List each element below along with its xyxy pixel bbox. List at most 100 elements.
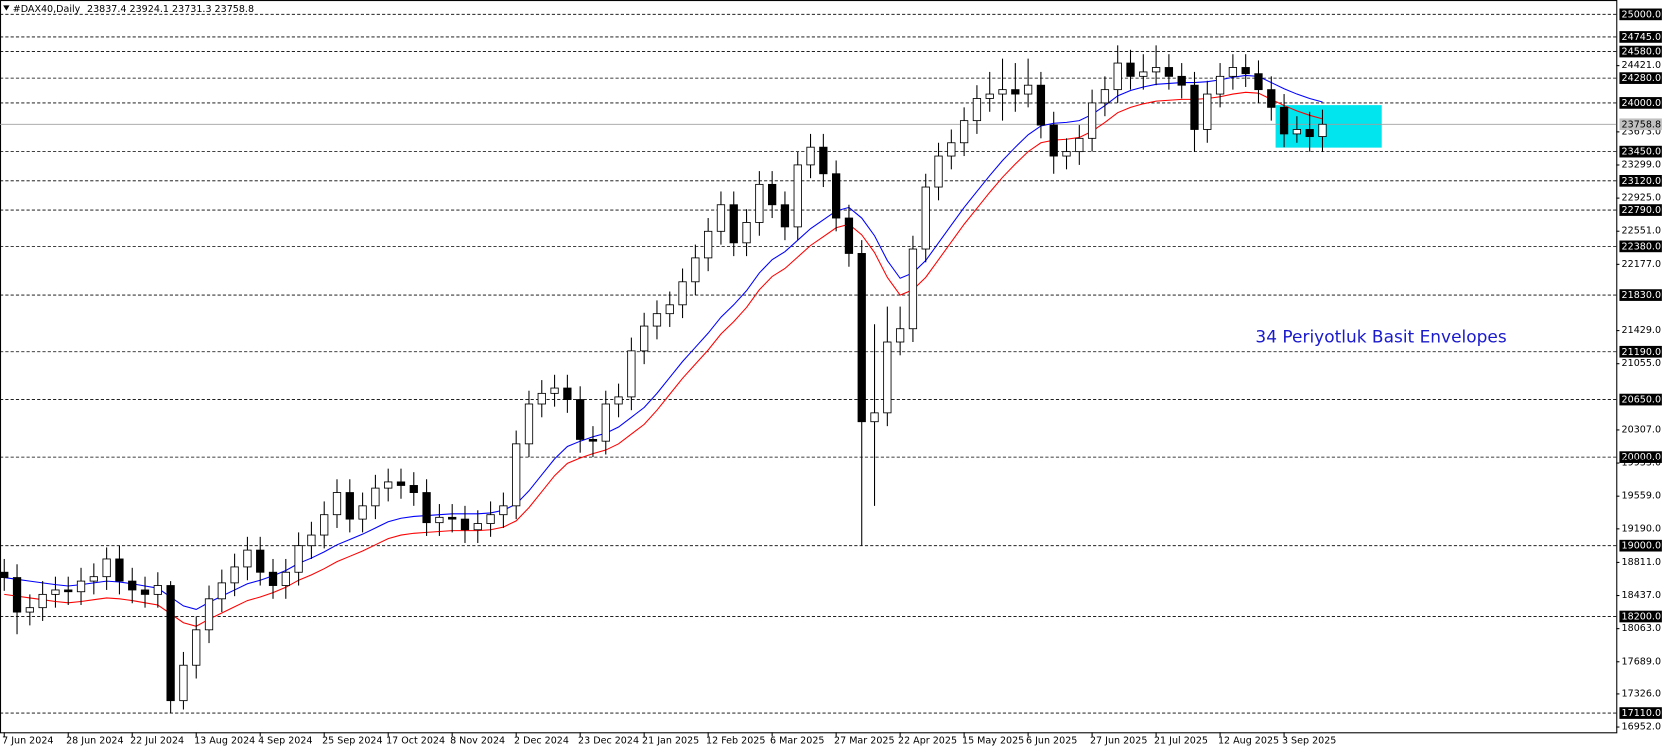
level-label-box bbox=[1619, 31, 1662, 43]
level-label: 25000.0 bbox=[1622, 9, 1661, 20]
candle-body bbox=[1267, 89, 1276, 108]
x-tick-label: 6 Mar 2025 bbox=[770, 735, 824, 746]
level-label: 24000.0 bbox=[1622, 98, 1661, 109]
candle-body bbox=[1151, 67, 1161, 73]
candle-body bbox=[1164, 67, 1174, 77]
y-tick-label: 20307.0 bbox=[1622, 424, 1661, 435]
x-tick-label: 7 Jun 2024 bbox=[2, 735, 53, 746]
candle-body bbox=[755, 183, 764, 223]
candle-body bbox=[665, 304, 674, 315]
level-label: 20650.0 bbox=[1622, 395, 1661, 406]
candle-body bbox=[563, 387, 572, 400]
candle-body bbox=[192, 629, 201, 666]
candle-body bbox=[153, 585, 162, 595]
candle-body bbox=[204, 598, 214, 631]
candle-body bbox=[704, 230, 713, 259]
candle-body bbox=[230, 566, 239, 584]
level-label-box bbox=[1619, 707, 1662, 719]
candle-body bbox=[1113, 62, 1122, 91]
x-tick-label: 25 Sep 2024 bbox=[322, 735, 383, 746]
candle-body bbox=[12, 577, 22, 613]
y-tick-label: 17326.0 bbox=[1622, 688, 1661, 699]
y-tick-label: 22177.0 bbox=[1622, 259, 1661, 270]
candle-body bbox=[332, 492, 342, 516]
candle-body bbox=[1023, 84, 1033, 95]
candle-body bbox=[512, 443, 521, 507]
candle-body bbox=[294, 545, 303, 573]
candle-body bbox=[716, 204, 726, 232]
level-label-box bbox=[1619, 451, 1662, 463]
candle-body bbox=[307, 534, 316, 547]
current-price-label: 23758.8 bbox=[1622, 119, 1661, 130]
candle-body bbox=[832, 173, 841, 219]
x-tick-label: 8 Nov 2024 bbox=[450, 735, 505, 746]
level-label: 23120.0 bbox=[1622, 176, 1661, 187]
candle-body bbox=[1011, 89, 1020, 95]
y-tick-label: 18063.0 bbox=[1622, 623, 1661, 634]
level-label: 23450.0 bbox=[1622, 147, 1661, 158]
level-label-box bbox=[1619, 45, 1662, 58]
candle-body bbox=[921, 186, 930, 250]
candle-body bbox=[793, 164, 802, 228]
candle-body bbox=[217, 582, 226, 600]
level-label-box bbox=[1619, 345, 1662, 358]
candle-body bbox=[678, 281, 687, 306]
candle-body bbox=[627, 350, 636, 398]
x-tick-label: 23 Dec 2024 bbox=[578, 735, 639, 746]
level-label: 21190.0 bbox=[1622, 347, 1661, 358]
candle-body bbox=[985, 93, 994, 99]
level-label-box bbox=[1619, 289, 1662, 301]
x-tick-label: 13 Aug 2024 bbox=[194, 735, 255, 746]
candle-body bbox=[691, 257, 700, 283]
envelope-line bbox=[4, 91, 1323, 627]
level-label-box bbox=[1619, 204, 1662, 216]
level-label-box bbox=[1619, 97, 1662, 109]
y-tick-label: 16952.0 bbox=[1622, 722, 1661, 733]
candle-body bbox=[0, 571, 9, 578]
candle-body bbox=[1318, 123, 1327, 137]
candle-body bbox=[499, 505, 508, 516]
candle-body bbox=[76, 580, 86, 593]
candle-body bbox=[806, 146, 815, 166]
candle-body bbox=[486, 514, 495, 524]
candle-body bbox=[1126, 62, 1135, 77]
level-label-box bbox=[1619, 539, 1662, 552]
candle-body bbox=[652, 313, 662, 327]
candle-body bbox=[768, 183, 777, 206]
candle-body bbox=[1228, 67, 1238, 77]
candle-body bbox=[1215, 75, 1225, 95]
x-tick-label: 21 Jul 2025 bbox=[1154, 735, 1208, 746]
candle-body bbox=[115, 558, 124, 582]
x-tick-label: 28 Jun 2024 bbox=[66, 735, 123, 746]
candle-body bbox=[1036, 84, 1046, 126]
candle-body bbox=[256, 549, 265, 573]
candle-body bbox=[844, 217, 854, 254]
candle-body bbox=[601, 403, 610, 442]
y-tick-label: 18811.0 bbox=[1622, 557, 1661, 568]
zone bbox=[1275, 105, 1382, 148]
x-tick-label: 6 Jun 2025 bbox=[1026, 735, 1077, 746]
candle-body bbox=[908, 248, 918, 330]
y-tick-label: 21055.0 bbox=[1622, 358, 1661, 369]
menu-arrow[interactable] bbox=[3, 5, 10, 11]
candle-body bbox=[1139, 71, 1148, 77]
candle-body bbox=[422, 492, 431, 524]
x-tick-label: 4 Sep 2024 bbox=[258, 735, 312, 746]
candle-body bbox=[1049, 124, 1058, 157]
candle-body bbox=[934, 155, 943, 188]
y-tick-label: 23299.0 bbox=[1622, 159, 1661, 170]
x-tick-label: 22 Jul 2024 bbox=[130, 735, 184, 746]
candle-body bbox=[1062, 151, 1071, 157]
candle-body bbox=[64, 589, 73, 593]
level-label-box bbox=[1619, 610, 1662, 623]
candle-body bbox=[998, 89, 1007, 95]
y-tick-label: 19933.0 bbox=[1622, 458, 1661, 469]
candle-body bbox=[959, 120, 969, 144]
candle-body bbox=[384, 481, 393, 489]
candle-body bbox=[640, 325, 649, 352]
x-tick-label: 17 Oct 2024 bbox=[386, 735, 445, 746]
level-label: 24280.0 bbox=[1622, 73, 1661, 84]
candle-body bbox=[588, 438, 598, 442]
candle-body bbox=[1087, 102, 1097, 139]
